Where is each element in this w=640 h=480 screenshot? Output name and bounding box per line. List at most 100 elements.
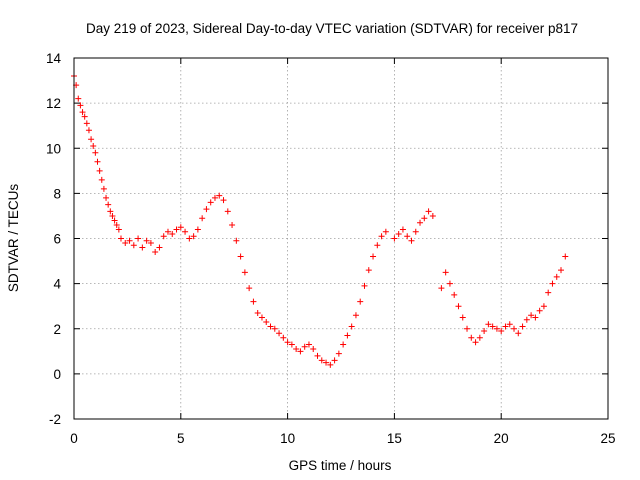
data-point <box>442 269 449 276</box>
data-point <box>109 212 116 219</box>
y-tick-label: 12 <box>46 96 61 111</box>
data-point <box>493 325 500 332</box>
x-tick-label: 25 <box>600 431 615 446</box>
axis-ticks <box>73 57 609 420</box>
data-point <box>395 230 402 237</box>
y-tick-label: 0 <box>53 367 61 382</box>
data-point <box>100 185 107 192</box>
data-point <box>502 323 509 330</box>
data-point <box>211 194 218 201</box>
data-point <box>258 314 265 321</box>
data-point <box>318 357 325 364</box>
data-point <box>464 325 471 332</box>
data-point <box>545 289 552 296</box>
data-point <box>562 253 569 260</box>
y-tick-label: 10 <box>46 141 61 156</box>
data-point <box>498 328 505 335</box>
data-point <box>263 318 270 325</box>
y-tick-label: 8 <box>53 186 61 201</box>
data-point <box>446 280 453 287</box>
data-point <box>254 309 261 316</box>
data-point <box>412 228 419 235</box>
data-point <box>79 109 86 116</box>
data-point <box>382 228 389 235</box>
data-point <box>417 219 424 226</box>
data-point <box>327 361 334 368</box>
data-point <box>143 237 150 244</box>
y-tick-label: 4 <box>53 277 61 292</box>
x-tick-label: 10 <box>280 431 295 446</box>
data-point <box>229 221 236 228</box>
data-point <box>357 298 364 305</box>
data-point <box>90 142 97 149</box>
data-point <box>515 330 522 337</box>
data-point <box>404 233 411 240</box>
data-point <box>421 215 428 222</box>
data-point <box>323 359 330 366</box>
data-point <box>83 120 90 127</box>
data-point <box>335 350 342 357</box>
data-point <box>489 323 496 330</box>
data-point <box>549 280 556 287</box>
y-tick-label: -2 <box>49 412 61 427</box>
data-point <box>528 312 535 319</box>
data-point <box>246 285 253 292</box>
x-tick-label: 0 <box>70 431 78 446</box>
x-tick-label: 5 <box>177 431 185 446</box>
data-point <box>160 233 167 240</box>
data-point <box>553 273 560 280</box>
chart-title: Day 219 of 2023, Sidereal Day-to-day VTE… <box>86 21 578 36</box>
data-point <box>293 346 300 353</box>
data-point <box>186 235 193 242</box>
x-tick-label: 15 <box>387 431 402 446</box>
data-point <box>164 228 171 235</box>
data-point <box>361 282 368 289</box>
data-point <box>96 167 103 174</box>
data-point <box>459 314 466 321</box>
data-point <box>88 136 95 143</box>
data-point <box>126 237 133 244</box>
data-point <box>540 303 547 310</box>
data-point <box>348 323 355 330</box>
data-point <box>117 235 124 242</box>
data-point <box>314 352 321 359</box>
data-point <box>340 341 347 348</box>
data-point <box>429 212 436 219</box>
data-point <box>365 267 372 274</box>
data-point <box>182 228 189 235</box>
data-point <box>301 343 308 350</box>
grid <box>74 58 608 419</box>
data-point <box>147 240 154 247</box>
data-point <box>391 235 398 242</box>
y-tick-label: 2 <box>53 322 61 337</box>
data-point <box>370 253 377 260</box>
data-point <box>135 235 142 242</box>
data-point <box>156 244 163 251</box>
data-point <box>523 316 530 323</box>
y-tick-label: 14 <box>46 51 62 66</box>
data-point <box>519 323 526 330</box>
data-point <box>271 325 278 332</box>
data-point <box>438 285 445 292</box>
data-point <box>485 321 492 328</box>
data-point <box>399 226 406 233</box>
data-point <box>85 127 92 134</box>
data-point <box>77 102 84 109</box>
data-point <box>241 269 248 276</box>
data-point <box>276 330 283 337</box>
data-point <box>177 224 184 231</box>
data-point <box>472 339 479 346</box>
data-point <box>115 226 122 233</box>
data-point <box>81 113 88 120</box>
data-point <box>107 208 114 215</box>
data-point <box>374 242 381 249</box>
y-tick-labels: -2 0 2 4 6 8 10 12 14 <box>46 51 62 427</box>
data-point <box>173 226 180 233</box>
data-point <box>105 201 112 208</box>
data-point <box>139 244 146 251</box>
data-point <box>113 221 120 228</box>
data-points <box>71 73 569 368</box>
data-point <box>331 357 338 364</box>
data-point <box>511 325 518 332</box>
